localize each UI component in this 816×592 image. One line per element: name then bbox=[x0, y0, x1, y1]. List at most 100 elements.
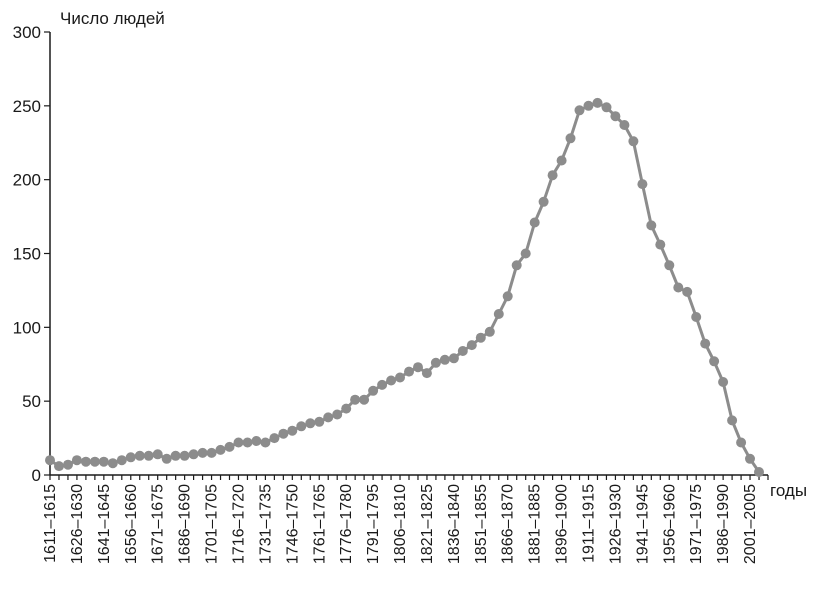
data-point-42 bbox=[421, 368, 432, 379]
x-tick-label-1: 1626–1630 bbox=[69, 484, 86, 564]
data-point-19 bbox=[215, 444, 226, 455]
x-tick-label-21: 1926–1930 bbox=[607, 484, 624, 564]
x-tick-label-12: 1791–1795 bbox=[365, 484, 382, 564]
data-point-72 bbox=[691, 312, 702, 322]
data-point-74 bbox=[709, 356, 720, 367]
x-tick-label-20: 1911–1915 bbox=[581, 484, 598, 563]
data-point-12 bbox=[152, 449, 163, 460]
data-point-14 bbox=[170, 450, 181, 461]
data-point-57 bbox=[556, 155, 567, 166]
data-point-23 bbox=[251, 436, 262, 446]
y-tick-label-50: 50 bbox=[22, 392, 41, 411]
data-point-35 bbox=[359, 394, 370, 405]
data-point-22 bbox=[242, 437, 253, 448]
x-tick-label-9: 1746–1750 bbox=[284, 484, 301, 564]
data-point-52 bbox=[511, 260, 522, 271]
x-tick-label-26: 2001–2005 bbox=[742, 484, 759, 564]
data-point-77 bbox=[736, 437, 747, 448]
data-point-40 bbox=[404, 366, 414, 377]
y-ticks: 0 50 100 150 200 250 300 bbox=[13, 23, 50, 485]
data-point-29 bbox=[305, 418, 316, 429]
x-tick-label-2: 1641–1645 bbox=[96, 484, 113, 564]
data-point-4 bbox=[80, 456, 91, 467]
data-point-62 bbox=[601, 102, 612, 113]
data-point-61 bbox=[592, 97, 603, 108]
x-tick-label-4: 1671–1675 bbox=[150, 484, 167, 564]
x-tick-label-25: 1986–1990 bbox=[715, 484, 732, 564]
data-point-37 bbox=[377, 379, 388, 390]
x-tick-label-17: 1866–1870 bbox=[500, 484, 517, 564]
y-tick-label-300: 300 bbox=[13, 23, 41, 42]
x-tick-label-19: 1896–1900 bbox=[554, 484, 571, 564]
y-axis-title: Число людей bbox=[60, 9, 165, 28]
data-point-69 bbox=[664, 260, 675, 271]
data-point-53 bbox=[520, 248, 531, 259]
data-point-79 bbox=[754, 467, 764, 477]
data-point-13 bbox=[161, 453, 172, 464]
data-point-28 bbox=[296, 421, 307, 432]
data-point-17 bbox=[197, 447, 208, 458]
data-point-26 bbox=[278, 428, 289, 439]
x-ticks: 1611–1615 1626–1630 1641–1645 1656–1660 1671… bbox=[42, 475, 769, 564]
data-point-58 bbox=[565, 133, 576, 144]
data-point-9 bbox=[125, 452, 136, 463]
x-axis-title: годы bbox=[770, 481, 807, 500]
data-point-24 bbox=[260, 437, 271, 448]
series-points bbox=[45, 97, 764, 477]
series-line bbox=[49, 101, 761, 473]
data-point-2 bbox=[63, 459, 73, 470]
data-point-1 bbox=[54, 461, 64, 472]
plot-area bbox=[45, 97, 764, 477]
data-point-71 bbox=[682, 286, 693, 297]
x-tick-label-16: 1851–1855 bbox=[473, 484, 490, 564]
data-point-41 bbox=[413, 362, 423, 373]
data-point-47 bbox=[466, 340, 477, 351]
x-tick-label-24: 1971–1975 bbox=[688, 484, 705, 564]
data-point-65 bbox=[628, 136, 639, 147]
data-point-20 bbox=[224, 441, 235, 452]
data-point-21 bbox=[233, 437, 244, 448]
y-tick-label-200: 200 bbox=[13, 171, 41, 190]
data-point-68 bbox=[655, 239, 666, 250]
data-point-60 bbox=[583, 100, 594, 111]
data-point-11 bbox=[143, 450, 154, 461]
data-point-51 bbox=[502, 291, 513, 302]
data-point-36 bbox=[368, 385, 379, 396]
data-point-16 bbox=[188, 449, 199, 460]
data-point-45 bbox=[448, 353, 459, 364]
data-point-59 bbox=[574, 105, 585, 116]
x-tick-label-13: 1806–1810 bbox=[392, 484, 409, 564]
data-point-31 bbox=[323, 412, 334, 423]
data-point-48 bbox=[475, 332, 486, 343]
x-tick-label-5: 1686–1690 bbox=[177, 484, 194, 564]
data-point-73 bbox=[700, 338, 711, 349]
data-point-30 bbox=[314, 416, 325, 427]
data-point-63 bbox=[610, 111, 621, 122]
data-point-32 bbox=[332, 409, 343, 420]
data-point-6 bbox=[98, 456, 109, 467]
x-tick-label-8: 1731–1735 bbox=[257, 484, 274, 564]
data-point-78 bbox=[745, 453, 755, 464]
data-point-64 bbox=[619, 120, 630, 130]
data-point-46 bbox=[457, 346, 468, 356]
x-tick-label-3: 1656–1660 bbox=[123, 484, 140, 564]
y-tick-label-250: 250 bbox=[13, 97, 41, 116]
data-point-27 bbox=[287, 425, 298, 436]
x-tick-label-22: 1941–1945 bbox=[634, 484, 651, 564]
x-tick-label-10: 1761–1765 bbox=[311, 484, 328, 564]
x-tick-label-0: 1611–1615 bbox=[42, 484, 59, 563]
data-point-76 bbox=[727, 415, 738, 426]
data-point-5 bbox=[89, 456, 100, 467]
x-tick-label-6: 1701–1705 bbox=[204, 484, 221, 564]
data-point-8 bbox=[116, 455, 127, 466]
data-point-66 bbox=[637, 179, 648, 190]
data-point-49 bbox=[484, 326, 495, 337]
data-point-38 bbox=[386, 375, 397, 386]
x-tick-label-15: 1836–1840 bbox=[446, 484, 463, 564]
data-point-10 bbox=[134, 450, 145, 461]
data-point-25 bbox=[269, 433, 280, 444]
x-tick-label-18: 1881–1885 bbox=[527, 484, 544, 564]
data-point-56 bbox=[547, 170, 558, 181]
y-axis: 0 50 100 150 200 250 300 Число людей bbox=[13, 9, 165, 485]
